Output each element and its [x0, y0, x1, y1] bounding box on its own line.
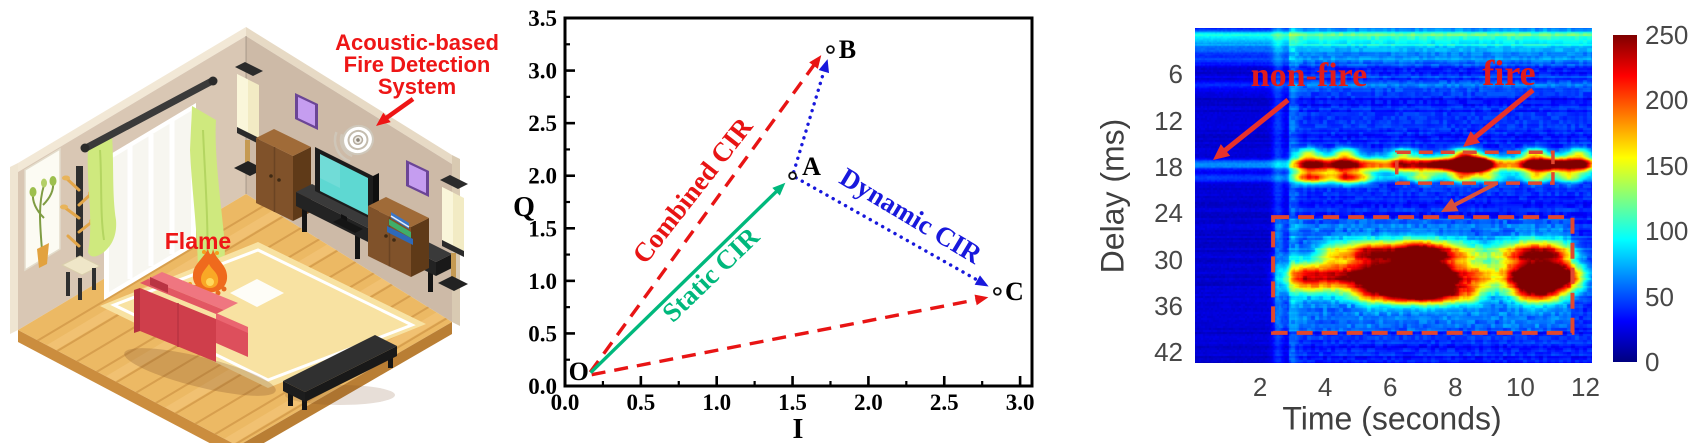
point-marker-B [826, 45, 835, 54]
system-label-line1: Acoustic-based [335, 30, 499, 55]
wall-plant-art [24, 147, 61, 272]
arrowhead [974, 275, 989, 287]
hm-xtick: 8 [1448, 372, 1463, 402]
hm-xaxis-label: Time (seconds) [1282, 400, 1502, 437]
point-label-O: O [569, 357, 589, 386]
inset-zoom-arrow-head [1441, 197, 1459, 212]
iq-xtick: 2.0 [854, 390, 883, 415]
coffee-table [283, 335, 397, 410]
picture-frame-2 [406, 160, 429, 197]
arrowhead [772, 182, 786, 196]
fire-arrow-head [1463, 131, 1481, 147]
vector-combined-cir [588, 61, 818, 374]
iq-ytick: 0.5 [528, 321, 557, 346]
vector-static-cir [589, 187, 781, 374]
iq-ytick: 2.0 [528, 164, 557, 189]
hm-xtick: 2 [1252, 372, 1268, 402]
non-fire-annotation: non-fire [1250, 57, 1368, 94]
window [104, 103, 196, 300]
iq-xtick: 1.0 [702, 390, 731, 415]
non-fire-arrow [1218, 98, 1290, 156]
iq-ytick: 0.0 [528, 374, 557, 399]
hm-xtick: 10 [1505, 372, 1535, 402]
iq-ytick: 3.5 [528, 6, 557, 31]
colorbar-tick: 50 [1645, 281, 1674, 312]
hm-ytick: 42 [1154, 337, 1183, 368]
system-annotation: Acoustic-based Fire Detection System [335, 30, 499, 126]
system-arrow [380, 97, 415, 123]
tv [315, 147, 379, 233]
fire-arrow [1468, 88, 1535, 143]
colorbar-tick: 150 [1645, 150, 1689, 181]
non-fire-arrow-head [1213, 144, 1231, 160]
colorbar [1613, 35, 1637, 362]
vector-combined-cir [591, 297, 980, 377]
iq-xtick: 1.5 [778, 390, 807, 415]
hm-ytick: 12 [1154, 105, 1183, 136]
iq-xtick: 3.0 [1006, 390, 1035, 415]
colorbar-tick: 200 [1645, 85, 1689, 116]
iq-ytick: 1.0 [528, 269, 557, 294]
hm-ytick: 6 [1168, 59, 1183, 90]
hm-xtick: 6 [1383, 372, 1398, 402]
vector-dynamic-cir [794, 175, 983, 284]
arrowhead [818, 59, 830, 74]
point-label-B: B [839, 35, 856, 64]
point-marker-C [993, 287, 1002, 296]
inset-region-box [1271, 215, 1575, 335]
floor-lamp-left [234, 62, 264, 176]
iq-plot-frame [563, 16, 1034, 388]
iq-ytick: 3.0 [528, 59, 557, 84]
hm-xtick: 12 [1571, 372, 1600, 402]
cabinet-right [368, 197, 429, 277]
fire-annotation: fire [1482, 53, 1536, 93]
curtain-rod [86, 77, 212, 152]
fire-region-box [1395, 150, 1555, 185]
flame-label: Flame [165, 228, 231, 254]
curtains [80, 76, 225, 310]
iq-yaxis-label: Q [513, 192, 535, 223]
system-arrowhead [376, 112, 391, 126]
iq-xtick: 0.0 [551, 390, 580, 415]
sound-waves-icon [333, 131, 353, 163]
iq-ytick: 1.5 [528, 216, 557, 241]
hm-yaxis-label: Delay (ms) [1094, 118, 1131, 274]
iq-ytick: 2.5 [528, 111, 557, 136]
arrowhead [974, 294, 989, 306]
spectrogram-annotations [1213, 88, 1575, 335]
floor-lamp-right [438, 175, 468, 291]
colorbar-tick: 0 [1645, 347, 1660, 377]
hm-ytick: 36 [1154, 290, 1183, 321]
books [387, 212, 413, 245]
picture-frame-1 [295, 93, 318, 130]
inset-zoom-arrow [1448, 181, 1498, 210]
iq-xaxis-label: I [793, 414, 804, 443]
system-label-line3: System [378, 74, 456, 99]
hm-ytick: 18 [1154, 151, 1183, 182]
floor-planks [18, 194, 452, 443]
room-illustration-panel: Acoustic-based Fire Detection System Fla… [10, 27, 499, 443]
spectrogram-heatmap [1195, 28, 1592, 363]
colorbar-tick: 250 [1645, 20, 1689, 50]
colorbar-tick: 100 [1645, 216, 1689, 247]
hm-ytick: 24 [1154, 198, 1183, 229]
coat-rack [60, 166, 102, 300]
iq-xtick: 0.5 [626, 390, 655, 415]
point-label-A: A [802, 152, 821, 181]
point-marker-A [788, 171, 797, 181]
sofa [124, 272, 276, 396]
hm-ytick: 30 [1154, 244, 1183, 275]
iq-vector-plot-panel: 0.0 0.5 1.0 1.5 2.0 2.5 3.0 0.0 0.5 1.0 1.5 2.0 2.5 3… [513, 6, 1035, 443]
hm-xtick: 4 [1317, 372, 1333, 402]
arrowhead [809, 55, 822, 69]
speaker-icon [342, 124, 374, 156]
point-label-C: C [1005, 277, 1024, 306]
system-label-line2: Fire Detection [344, 52, 491, 77]
iq-xtick: 2.5 [930, 390, 959, 415]
